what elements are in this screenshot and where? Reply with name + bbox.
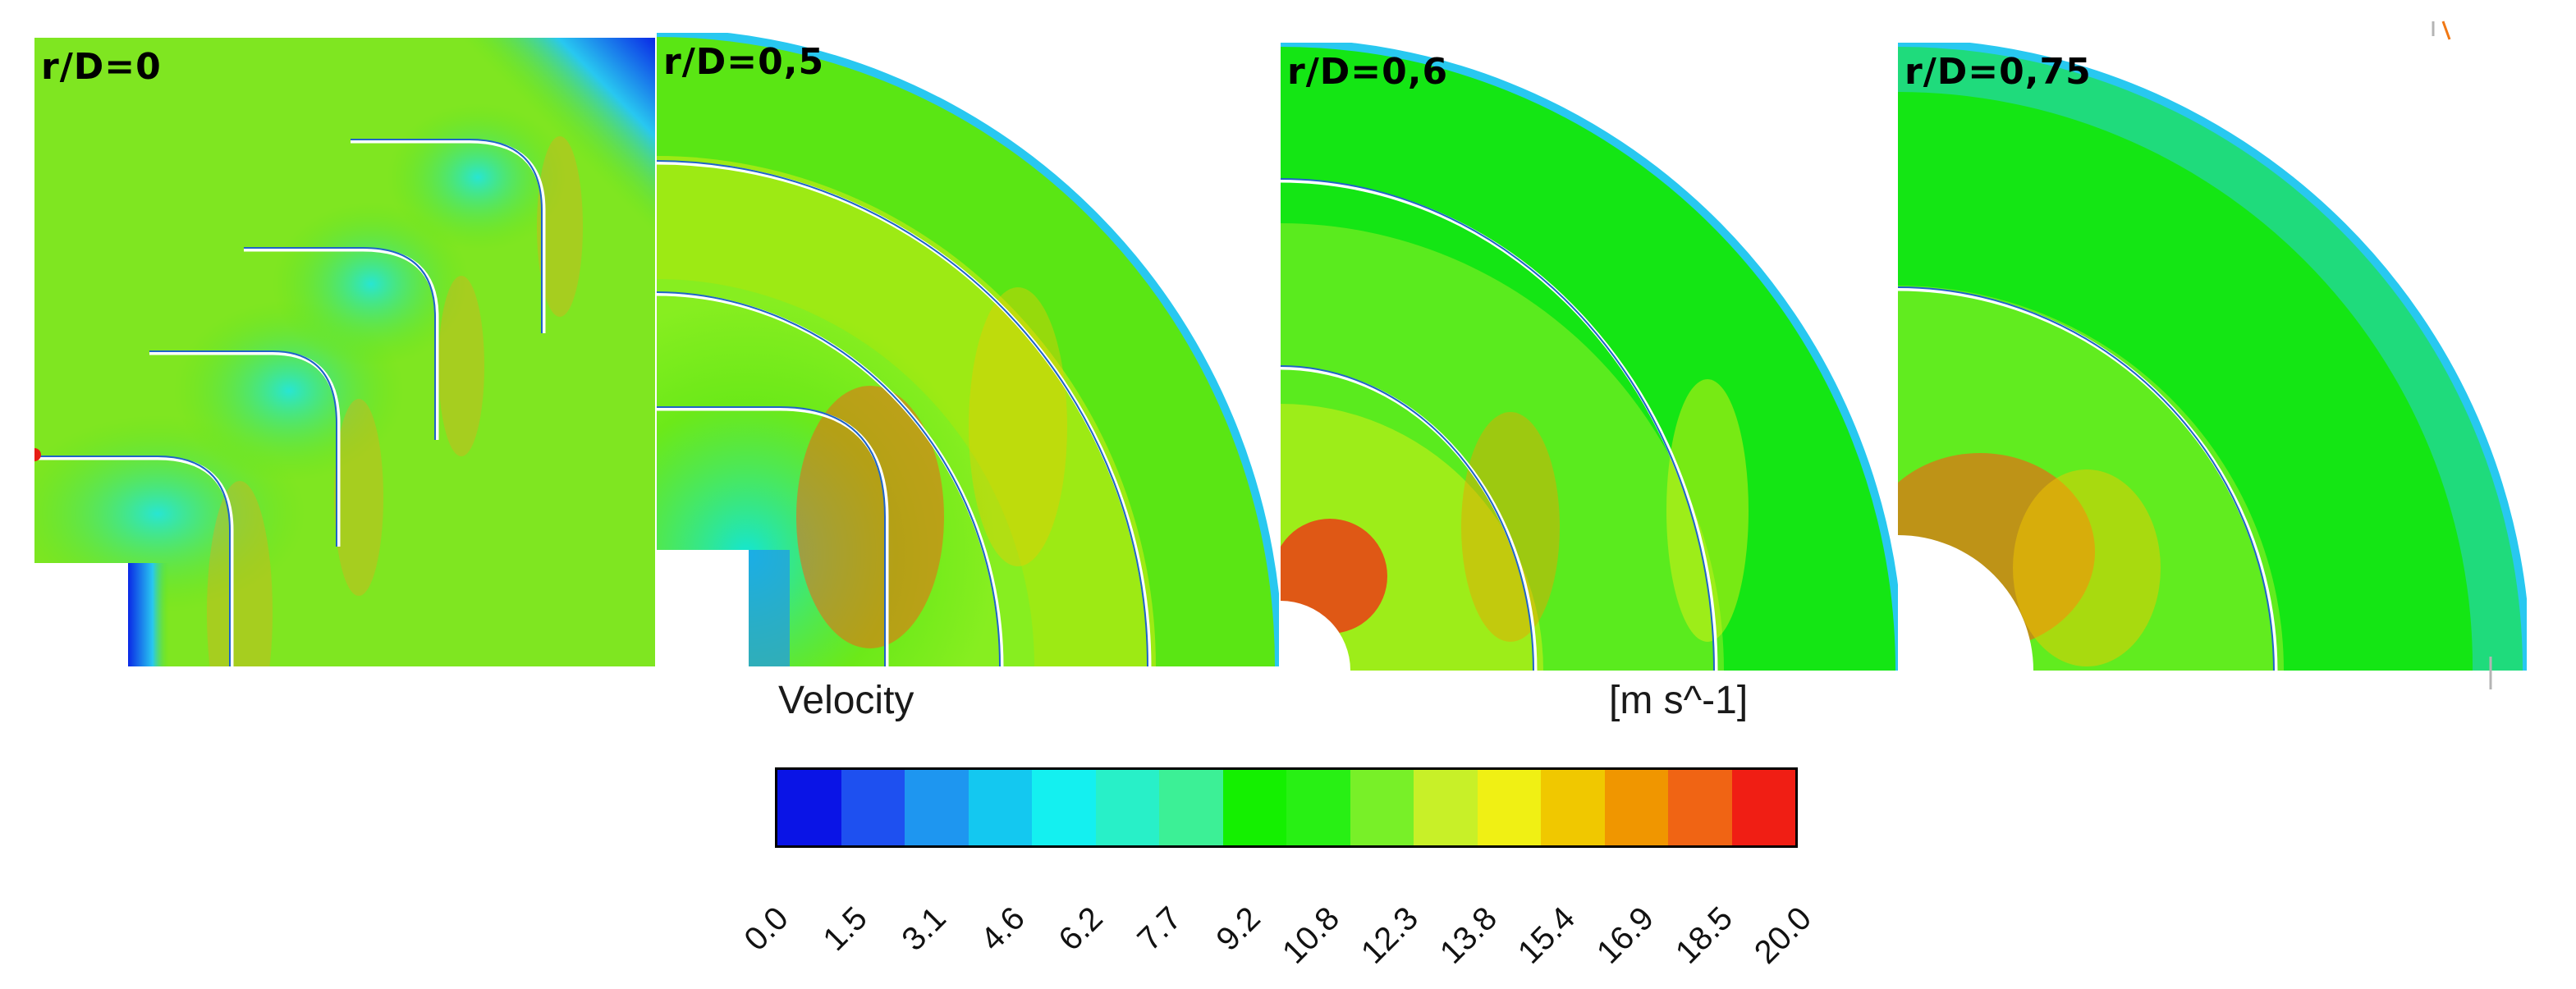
colorbar-cell xyxy=(1286,770,1350,845)
colorbar-tick-label: 10.8 xyxy=(1275,900,1346,971)
colorbar-cell xyxy=(905,770,969,845)
panel-label: r/D=0,5 xyxy=(663,41,825,83)
panel-label: r/D=0 xyxy=(41,46,162,88)
contour-panel-rd-0-6: r/D=0,6 xyxy=(1281,43,1900,671)
panel-label: r/D=0,6 xyxy=(1287,51,1449,93)
colorbar-cell xyxy=(1095,770,1159,845)
colorbar-tick-label: 3.1 xyxy=(895,900,953,959)
colorbar-cell xyxy=(1477,770,1541,845)
colorbar-cell xyxy=(1668,770,1732,845)
colorbar-cell xyxy=(1541,770,1605,845)
colorbar-cell xyxy=(1414,770,1478,845)
colorbar-tick-label: 15.4 xyxy=(1511,900,1583,971)
colorbar-cell xyxy=(1159,770,1223,845)
colorbar-tick-label: 13.8 xyxy=(1432,900,1504,971)
contour-plot-rd-0 xyxy=(34,38,655,666)
colorbar-cell xyxy=(777,770,841,845)
legend-units: [m s^-1] xyxy=(1609,679,1749,722)
contour-panel-rd-0-5: r/D=0,5 xyxy=(657,33,1279,666)
colorbar-tick-label: 1.5 xyxy=(816,900,874,959)
legend-title: Velocity xyxy=(778,679,914,722)
contour-panel-rd-0-75: r/D=0,75 xyxy=(1898,43,2527,671)
colorbar-cell xyxy=(968,770,1032,845)
contour-plot-rd-0-75 xyxy=(1898,43,2527,671)
colorbar-cell xyxy=(841,770,905,845)
colorbar-cell xyxy=(1032,770,1096,845)
colorbar xyxy=(775,767,1798,848)
colorbar-tick-label: 18.5 xyxy=(1669,900,1740,971)
colorbar-cell xyxy=(1350,770,1414,845)
colorbar-tick-label: 12.3 xyxy=(1354,900,1425,971)
colorbar-cell xyxy=(1604,770,1668,845)
colorbar-tick-label: 4.6 xyxy=(973,900,1032,959)
colorbar-tick-label: 7.7 xyxy=(1130,900,1189,959)
stray-mark xyxy=(2432,21,2451,40)
colorbar-tick-label: 6.2 xyxy=(1052,900,1111,959)
contour-panel-rd-0: r/D=0 xyxy=(34,38,655,666)
colorbar-tick-label: 20.0 xyxy=(1747,900,1819,971)
colorbar-cell xyxy=(1731,770,1795,845)
contour-plot-rd-0-6 xyxy=(1281,43,1900,671)
panel-label: r/D=0,75 xyxy=(1904,51,2092,93)
stray-mark xyxy=(2489,657,2492,689)
colorbar-cell xyxy=(1222,770,1286,845)
colorbar-tick-label: 9.2 xyxy=(1209,900,1267,959)
contour-plot-rd-0-5 xyxy=(657,33,1279,666)
colorbar-tick-label: 0.0 xyxy=(737,900,795,959)
colorbar-tick-label: 16.9 xyxy=(1590,900,1662,971)
